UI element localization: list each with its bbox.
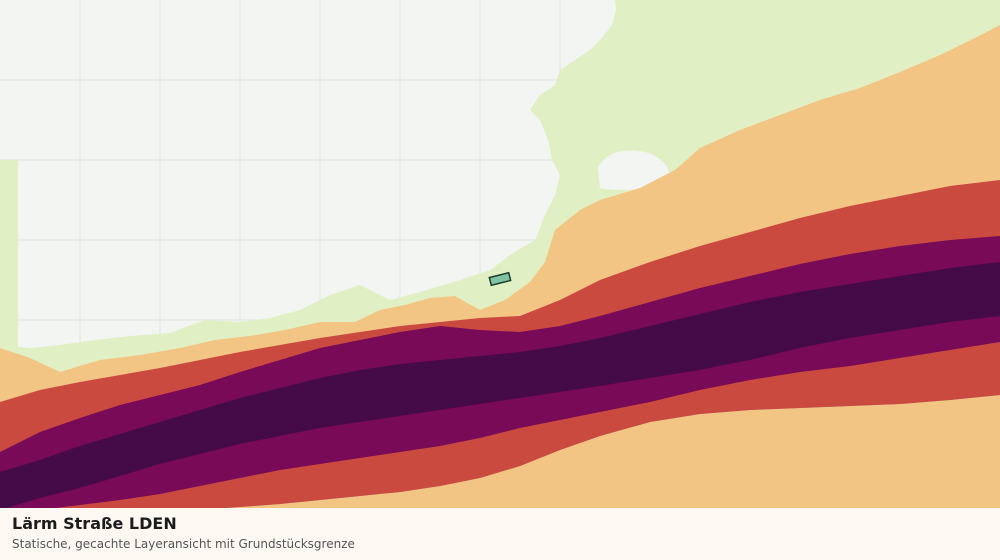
- basemap-clearing: [598, 150, 670, 190]
- noise-band-magenta-south: [0, 316, 1000, 510]
- layer-title: Lärm Straße LDEN: [12, 514, 177, 533]
- layer-caption: Lärm Straße LDEN Statische, gecachte Lay…: [0, 508, 1000, 560]
- noise-map: [0, 0, 1000, 510]
- layer-subtitle: Statische, gecachte Layeransicht mit Gru…: [12, 537, 355, 551]
- noise-band-orange-south: [200, 395, 1000, 510]
- parcel-boundary[interactable]: [488, 271, 512, 287]
- noise-band-darkpurple: [0, 262, 1000, 510]
- map-view[interactable]: [0, 0, 1000, 510]
- noise-band-red-south: [40, 342, 1000, 510]
- noise-band-lightgreen-west: [0, 160, 18, 350]
